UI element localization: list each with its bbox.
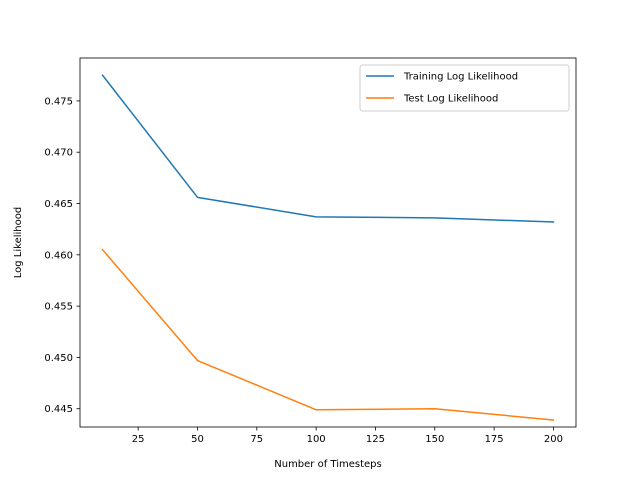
y-axis-label: Log Likelihood <box>13 207 24 278</box>
y-tick-label: 0.470 <box>44 148 73 159</box>
x-tick-label: 50 <box>191 434 204 445</box>
legend-label: Training Log Likelihood <box>403 72 518 83</box>
series-layer <box>101 74 555 421</box>
y-tick-label: 0.450 <box>44 353 73 364</box>
x-tick-label: 100 <box>307 434 326 445</box>
y-tick-label: 0.475 <box>44 96 73 107</box>
axes-frame <box>79 57 577 428</box>
x-tick-label: 175 <box>485 434 504 445</box>
legend-label: Test Log Likelihood <box>403 94 498 105</box>
y-tick-label: 0.445 <box>44 404 73 415</box>
y-tick-label: 0.465 <box>44 199 73 210</box>
legend: Training Log Likelihood Test Log Likeliho… <box>359 64 570 112</box>
y-tick-label: 0.455 <box>44 302 73 313</box>
x-tick-label: 125 <box>366 434 385 445</box>
y-axis-ticks: 0.445 0.450 0.455 0.460 0.465 0.470 0.475 <box>44 96 80 415</box>
x-tick-label: 75 <box>250 434 263 445</box>
x-tick-label: 200 <box>544 434 563 445</box>
legend-box <box>359 64 570 112</box>
x-tick-label: 150 <box>425 434 444 445</box>
x-axis-label: Number of Timesteps <box>274 459 381 470</box>
x-tick-label: 25 <box>132 434 145 445</box>
x-axis-ticks: 25 50 75 100 125 150 175 200 <box>132 427 563 445</box>
y-tick-label: 0.460 <box>44 250 73 261</box>
